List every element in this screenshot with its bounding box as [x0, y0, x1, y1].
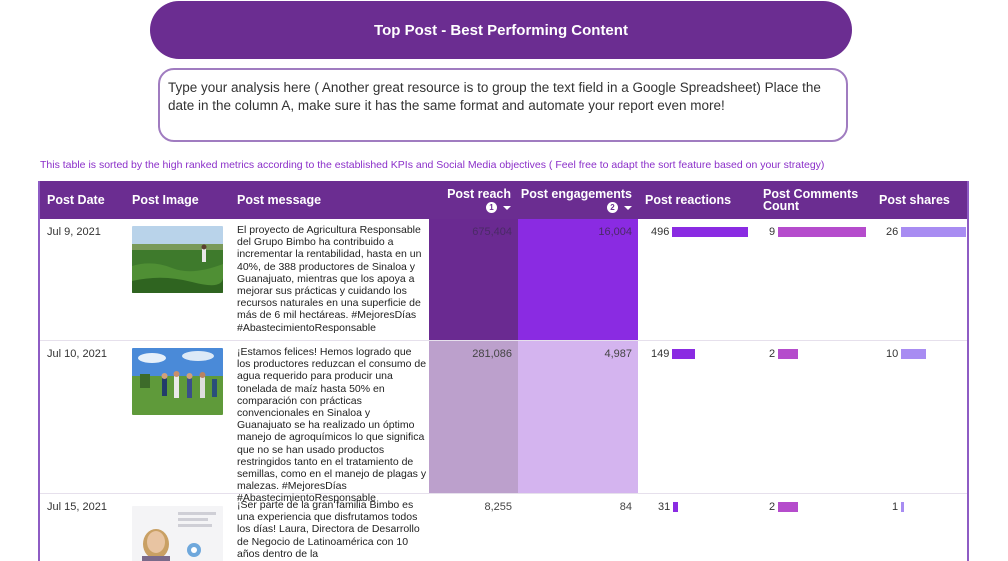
shares-bar [901, 227, 967, 237]
sort-desc-icon [624, 205, 632, 210]
crop-field-photo[interactable] [132, 226, 223, 293]
reactions-value: 149 [651, 348, 670, 360]
reach-value: 675,404 [472, 226, 512, 238]
shares-cell: 26 [886, 226, 967, 238]
table-row[interactable]: Jul 15, 2021 ¡Ser parte de la gran famil… [40, 494, 967, 561]
farmers-group-photo[interactable] [132, 348, 223, 415]
report-title-bar: Top Post - Best Performing Content [150, 1, 852, 59]
shares-value: 26 [886, 226, 899, 238]
analysis-textbox[interactable]: Type your analysis here ( Another great … [158, 68, 848, 142]
comments-cell: 9 [769, 226, 867, 238]
reach-cell: 281,086 [429, 341, 518, 493]
post-date: Jul 9, 2021 [47, 226, 101, 238]
engagements-cell: 84 [518, 494, 638, 561]
reactions-bar [673, 502, 679, 512]
post-date: Jul 15, 2021 [47, 501, 107, 513]
header-post-shares[interactable]: Post shares [879, 193, 950, 207]
reactions-bar [672, 349, 696, 359]
shares-bar [901, 502, 905, 512]
reactions-cell: 149 [651, 348, 696, 360]
reach-value: 8,255 [484, 501, 512, 513]
reach-cell: 8,255 [429, 494, 518, 561]
reactions-cell: 31 [658, 501, 679, 513]
header-post-comments-line1: Post Comments [763, 187, 859, 201]
reach-value: 281,086 [472, 348, 512, 360]
header-post-image[interactable]: Post Image [132, 193, 199, 207]
comments-value: 9 [769, 226, 776, 238]
header-post-reactions[interactable]: Post reactions [645, 193, 732, 207]
shares-cell: 10 [886, 348, 927, 360]
header-post-engagements-label: Post engagements [520, 187, 632, 201]
shares-value: 1 [892, 501, 899, 513]
header-post-reach-label: Post reach [447, 187, 511, 201]
header-post-reach[interactable]: Post reach 1 [430, 181, 511, 219]
analysis-text: Type your analysis here ( Another great … [168, 80, 821, 113]
table-header: Post Date Post Image Post message Post r… [40, 181, 967, 219]
comments-cell: 2 [769, 348, 799, 360]
engagements-cell: 16,004 [518, 219, 638, 340]
top-posts-table: Post Date Post Image Post message Post r… [38, 181, 969, 561]
post-message: ¡Estamos felices! Hemos logrado que los … [237, 346, 427, 505]
shares-cell: 1 [892, 501, 905, 513]
engagements-value: 16,004 [598, 226, 632, 238]
sort-rank-badge: 2 [607, 202, 618, 213]
comments-bar [778, 502, 799, 512]
reactions-value: 31 [658, 501, 671, 513]
engagements-value: 4,987 [604, 348, 632, 360]
comments-value: 2 [769, 348, 776, 360]
sort-note: This table is sorted by the high ranked … [40, 159, 825, 171]
post-message: El proyecto de Agricultura Responsable d… [237, 224, 422, 334]
shares-bar [901, 349, 927, 359]
engagements-value: 84 [619, 501, 632, 513]
comments-cell: 2 [769, 501, 799, 513]
reactions-cell: 496 [651, 226, 749, 238]
report-title: Top Post - Best Performing Content [374, 21, 628, 39]
header-post-comments[interactable]: Post Comments Count [763, 181, 858, 219]
sort-desc-icon [503, 205, 511, 210]
table-row[interactable]: Jul 9, 2021 El proyecto de Agricultura R… [40, 219, 967, 341]
comments-bar [778, 349, 799, 359]
woman-portrait-photo[interactable] [132, 506, 223, 561]
sort-rank-badge: 1 [486, 202, 497, 213]
engagements-cell: 4,987 [518, 341, 638, 493]
table-row[interactable]: Jul 10, 2021 ¡Estamos felices! Hemos log… [40, 341, 967, 504]
post-message: ¡Ser parte de la gran familia Bimbo es u… [237, 499, 420, 560]
comments-bar [778, 227, 867, 237]
header-post-message[interactable]: Post message [237, 193, 322, 207]
reach-cell: 675,404 [429, 219, 518, 340]
reactions-bar [672, 227, 749, 237]
header-post-engagements[interactable]: Post engagements 2 [518, 181, 632, 219]
comments-value: 2 [769, 501, 776, 513]
reactions-value: 496 [651, 226, 670, 238]
post-date: Jul 10, 2021 [47, 348, 107, 360]
header-post-date[interactable]: Post Date [47, 193, 105, 207]
shares-value: 10 [886, 348, 899, 360]
header-post-comments-line2: Count [763, 199, 800, 213]
